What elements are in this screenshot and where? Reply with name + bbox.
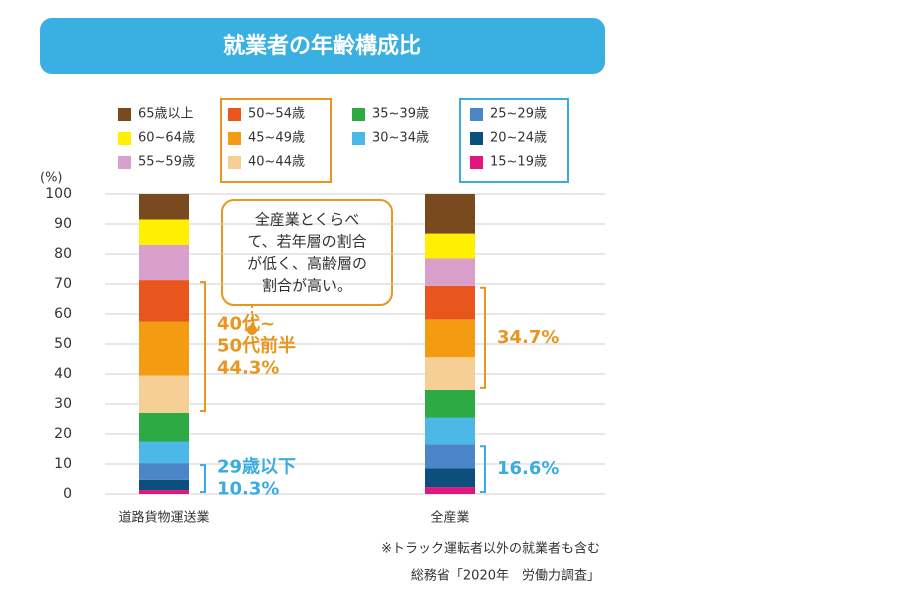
legend-swatch	[352, 108, 365, 121]
callout-text: が低く、高齢層の	[247, 255, 367, 273]
bar-segment	[425, 319, 475, 358]
annotation-text: 34.7%	[497, 327, 559, 348]
callout-dot	[247, 325, 257, 335]
bar-segment	[425, 389, 475, 418]
bar-segment	[139, 441, 189, 464]
bar-segment	[425, 194, 475, 234]
bar-segment	[425, 285, 475, 320]
legend-label: 60~64歳	[138, 131, 195, 146]
legend-swatch	[470, 108, 483, 121]
legend-label: 55~59歳	[138, 155, 195, 170]
bar-segment	[139, 194, 189, 220]
legend-swatch	[228, 156, 241, 169]
bracket	[480, 445, 486, 493]
legend-swatch	[118, 108, 131, 121]
annotation-text: 40代~	[217, 314, 275, 335]
legend-label: 20~24歳	[490, 131, 547, 146]
annotation-text: 29歳以下	[217, 457, 296, 478]
legend-swatch	[470, 132, 483, 145]
bracket	[200, 464, 206, 493]
y-tick-label: 20	[54, 426, 72, 442]
legend-swatch	[228, 132, 241, 145]
chart-title: 就業者の年齢構成比	[223, 33, 421, 59]
bar-segment	[139, 479, 189, 491]
callout-text: 割合が高い。	[262, 277, 352, 295]
legend-swatch	[352, 132, 365, 145]
legend-label: 50~54歳	[248, 107, 305, 122]
y-axis-label: (%)	[40, 171, 63, 186]
legend-swatch	[470, 156, 483, 169]
y-tick-label: 60	[54, 306, 72, 322]
footnote: ※トラック運転者以外の就業者も含む	[381, 541, 600, 557]
annotation-text: 50代前半	[217, 335, 296, 357]
legend-label: 65歳以上	[138, 107, 194, 122]
y-tick-label: 90	[54, 216, 72, 232]
bar-segment	[139, 413, 189, 442]
y-tick-label: 40	[54, 366, 72, 382]
bar-segment	[425, 357, 475, 390]
bar-segment	[139, 219, 189, 245]
y-tick-label: 50	[54, 336, 72, 352]
legend-label: 15~19歳	[490, 155, 547, 170]
legend-label: 40~44歳	[248, 155, 305, 170]
bar-segment	[425, 444, 475, 469]
callout-text: 全産業とくらべ	[255, 211, 360, 229]
legend-label: 45~49歳	[248, 131, 305, 146]
callout-box	[221, 199, 393, 306]
y-tick-label: 10	[54, 456, 72, 472]
annotation-text: 10.3%	[217, 479, 279, 500]
bar-segment	[425, 468, 475, 488]
bar-segment	[139, 321, 189, 376]
bar-segment	[425, 487, 475, 494]
bar-segment	[425, 233, 475, 259]
y-tick-label: 80	[54, 246, 72, 262]
y-tick-label: 0	[63, 486, 72, 502]
footnote: 総務省「2020年 労働力調査」	[411, 569, 600, 584]
y-tick-label: 70	[54, 276, 72, 292]
bar-segment	[139, 490, 189, 494]
bar-segment	[139, 375, 189, 413]
legend-swatch	[118, 132, 131, 145]
y-tick-label: 100	[45, 186, 72, 202]
bar-segment	[139, 245, 189, 281]
legend-swatch	[118, 156, 131, 169]
legend-label: 35~39歳	[372, 107, 429, 122]
title-banner	[40, 18, 605, 74]
x-tick-label: 道路貨物運送業	[118, 510, 209, 526]
annotation-text: 16.6%	[497, 458, 559, 479]
legend-group-box	[220, 98, 332, 183]
bracket	[480, 286, 486, 389]
legend-group-box	[459, 98, 569, 183]
legend-label: 25~29歳	[490, 107, 547, 122]
y-tick-label: 30	[54, 396, 72, 412]
bar-segment	[425, 258, 475, 286]
annotation-text: 44.3%	[217, 358, 279, 379]
bracket	[200, 281, 206, 412]
callout-text: て、若年層の割合	[247, 233, 366, 251]
bar-segment	[139, 463, 189, 480]
x-tick-label: 全産業	[430, 510, 469, 526]
legend-swatch	[228, 108, 241, 121]
legend-label: 30~34歳	[372, 131, 429, 146]
bar-segment	[139, 280, 189, 322]
bar-segment	[425, 417, 475, 445]
